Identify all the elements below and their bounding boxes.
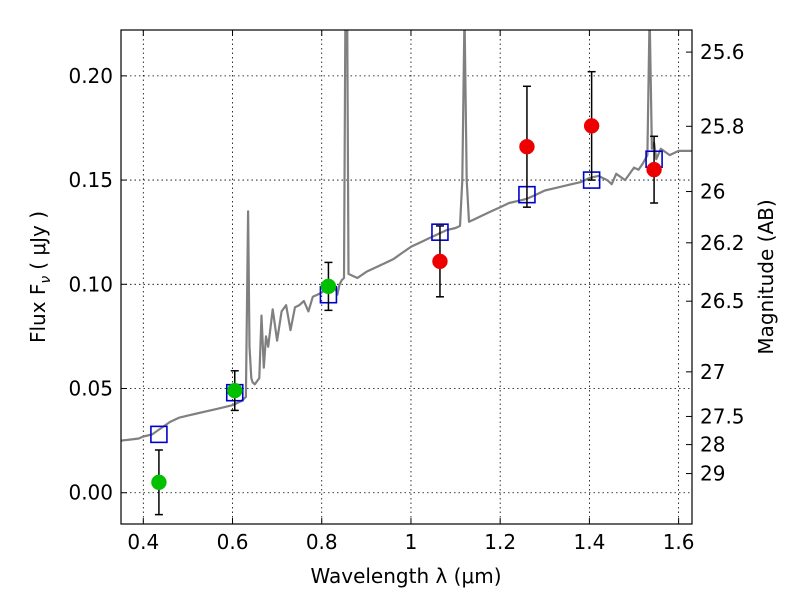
x-tick-label: 1.6: [663, 530, 695, 554]
optical-point: [320, 278, 337, 295]
right-tick-label: 26: [700, 180, 725, 204]
y-tick-label: 0.10: [68, 272, 113, 296]
y-axis-label-left: Flux Fν ( μJy ): [26, 211, 54, 343]
optical-point: [151, 474, 167, 491]
y-axis-label-left-subscript: ν: [38, 276, 54, 284]
ticks: 0.4 0.6 0.8 1 1.2 1.4 1.6 0.00 0.05 0.10 0.15 0.20 2…: [68, 30, 745, 554]
right-tick-label: 25.6: [700, 40, 745, 64]
y-tick-label: 0.05: [68, 377, 113, 401]
y-tick-label: 0.00: [68, 481, 113, 505]
x-tick-label: 1.4: [573, 530, 605, 554]
right-tick-label: 25.8: [700, 114, 745, 138]
y-tick-label: 0.15: [68, 168, 113, 192]
model-box-point: [150, 425, 168, 444]
nir-point: [519, 138, 535, 155]
x-tick-label: 1.2: [484, 530, 516, 554]
right-tick-label: 26.2: [700, 231, 745, 255]
right-tick-label: 27: [700, 360, 725, 384]
y-axis-label-left-text: Flux F: [26, 284, 50, 343]
nir-point: [583, 118, 600, 134]
y-tick-label: 0.20: [68, 64, 113, 88]
grid: [121, 30, 692, 524]
plot-background: [121, 30, 692, 524]
right-tick-label: 27.5: [700, 404, 745, 428]
svg-text:Flux Fν( μJy ): Flux Fν ( μJy ): [26, 211, 54, 343]
y-axis-label-left-units: ( μJy ): [26, 211, 50, 270]
x-tick-label: 1: [405, 530, 418, 554]
right-tick-label: 26.5: [700, 289, 745, 313]
x-tick-label: 0.8: [306, 530, 338, 554]
series-layer: [121, 30, 692, 516]
right-tick-label: 29: [700, 462, 725, 486]
nir-point: [646, 161, 662, 178]
plot-frame: [120, 29, 693, 525]
x-axis-label: Wavelength λ (μm): [310, 564, 501, 588]
nir-point: [432, 253, 448, 270]
y-axis-label-right: Magnitude (AB): [754, 199, 778, 354]
x-tick-label: 0.4: [127, 530, 159, 554]
x-tick-label: 0.6: [217, 530, 249, 554]
right-tick-label: 28: [700, 433, 725, 457]
optical-point: [227, 382, 243, 399]
sed-model-line: [121, 30, 692, 442]
